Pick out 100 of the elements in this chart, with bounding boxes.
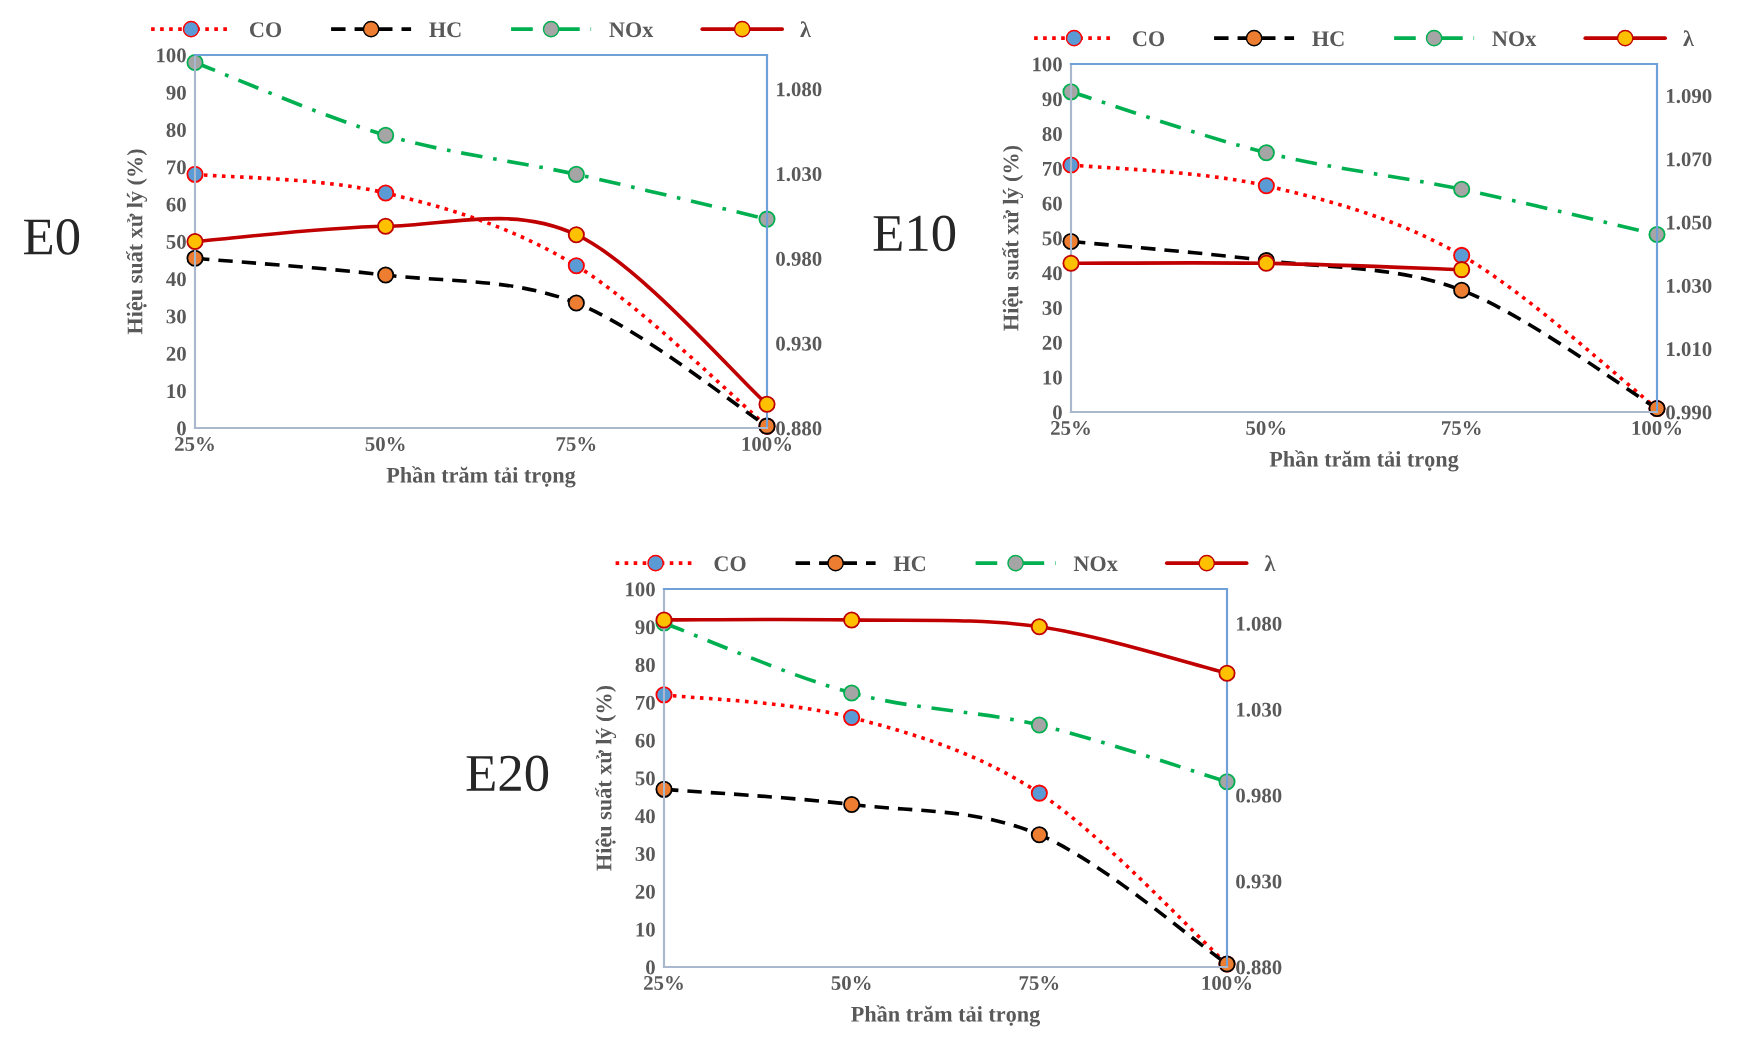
point [1453,180,1471,198]
y-tick-label: 10 [1043,370,1062,385]
y2-tick-label: 0.880 [1236,960,1282,975]
y-axis-title: Hiệu suất xử lý (%) [1002,145,1024,331]
text: E10 [873,215,956,252]
point [1453,281,1471,299]
point [186,232,204,251]
x-tick-label: 50% [365,436,405,452]
y-tick-label: 70 [167,160,186,175]
x-tick-label: 50% [831,975,871,991]
point [377,266,395,284]
x-axis-title: Phần trăm tải trọng [1269,450,1459,472]
y-tick-label: 90 [1042,92,1062,107]
y2-tick-label: 0.980 [776,251,822,266]
y2-tick-label: 1.030 [1667,278,1712,293]
y-tick-label: 90 [635,620,655,635]
y2-tick-label: 1.030 [1237,702,1282,717]
legend-label: λ [800,21,811,37]
y-tick-label: 50 [1042,231,1062,246]
x-tick-label: 50% [1246,420,1286,436]
y-tick-label: 80 [166,122,186,138]
y-tick-label: 90 [166,85,186,100]
y-tick-label: 10 [167,384,186,399]
legend-label: CO [249,22,282,38]
x-tick-label: 25% [175,436,214,452]
y2-tick-label: 0.880 [776,421,822,436]
y2-tick-label: 0.930 [1236,874,1282,889]
y-tick-label: 40 [1042,266,1062,281]
y2-tick-label: 1.050 [1667,215,1712,230]
y2-tick-label: 1.070 [1667,152,1712,167]
y-tick-label: 30 [166,309,186,324]
y-tick-label: 50 [635,771,655,786]
point [1257,144,1275,162]
point [377,184,395,202]
legend-label: HC [429,22,461,38]
x-tick-label: 75% [556,436,596,452]
point [1218,664,1236,682]
y-axis-title: Hiệu suất xử lý (%) [595,685,617,871]
y-tick-label: 100 [626,582,655,597]
x-tick-label: 75% [1442,420,1481,436]
y2-tick-label: 1.010 [1667,342,1712,357]
y-tick-label: 70 [1043,161,1062,176]
legend-label: λ [1683,30,1694,46]
y2-tick-label: 0.990 [1666,405,1712,420]
y-tick-label: 100 [1033,57,1062,72]
y-tick-label: 0 [177,421,186,436]
y-tick-label: 0 [646,960,655,975]
y-tick-label: 40 [635,809,655,824]
legend-label: CO [714,556,746,572]
y-tick-label: 30 [635,846,655,862]
legend-label: CO [1132,31,1165,47]
x-tick-label: 25% [1051,420,1090,436]
point [567,294,585,312]
x-tick-label: 75% [1019,975,1059,991]
point [758,395,776,413]
y2-tick-label: 0.980 [1236,788,1282,803]
point [1453,246,1471,264]
point [1030,716,1048,734]
y2-tick-label: 1.030 [777,167,822,182]
text: E0 [24,219,80,255]
y2-tick-label: 1.080 [1237,616,1282,631]
text: E20 [466,755,549,792]
y2-tick-label: 1.080 [777,82,822,97]
x-tick-label: 25% [644,975,683,991]
y-tick-label: 20 [166,346,186,361]
point [1030,618,1048,636]
y-tick-label: 60 [1042,196,1062,211]
point [843,795,861,814]
point [567,226,585,244]
y-tick-label: 70 [636,695,655,710]
legend-label: NOx [1492,31,1537,47]
y2-tick-label: 1.090 [1667,89,1712,104]
x-tick-label: 100% [1202,975,1252,991]
y-tick-label: 40 [166,272,186,287]
x-axis-title: Phần trăm tải trọng [851,1005,1041,1027]
point [377,217,395,235]
x-tick-label: 100% [742,436,792,452]
y-tick-label: 20 [635,884,655,899]
y-tick-label: 80 [1042,126,1062,142]
x-tick-label: 100% [1632,420,1682,436]
point [1030,826,1048,844]
y-tick-label: 80 [635,657,655,673]
y-tick-label: 0 [1053,405,1062,420]
legend-label: NOx [1073,556,1118,572]
legend-label: HC [1312,31,1344,47]
x-axis-title: Phần trăm tải trọng [386,466,576,488]
legend-label: λ [1264,555,1276,571]
y-tick-label: 50 [166,234,186,249]
y-tick-label: 30 [1042,300,1062,316]
point [377,126,395,144]
point [567,165,585,183]
point [843,684,861,702]
point [843,611,861,629]
point [1257,177,1275,195]
y-tick-label: 100 [157,48,186,63]
point [1030,784,1048,802]
legend-label: NOx [609,22,654,38]
y-tick-label: 10 [636,922,655,937]
y-axis-title: Hiệu suất xử lý (%) [126,149,148,335]
y-tick-label: 60 [166,197,186,212]
